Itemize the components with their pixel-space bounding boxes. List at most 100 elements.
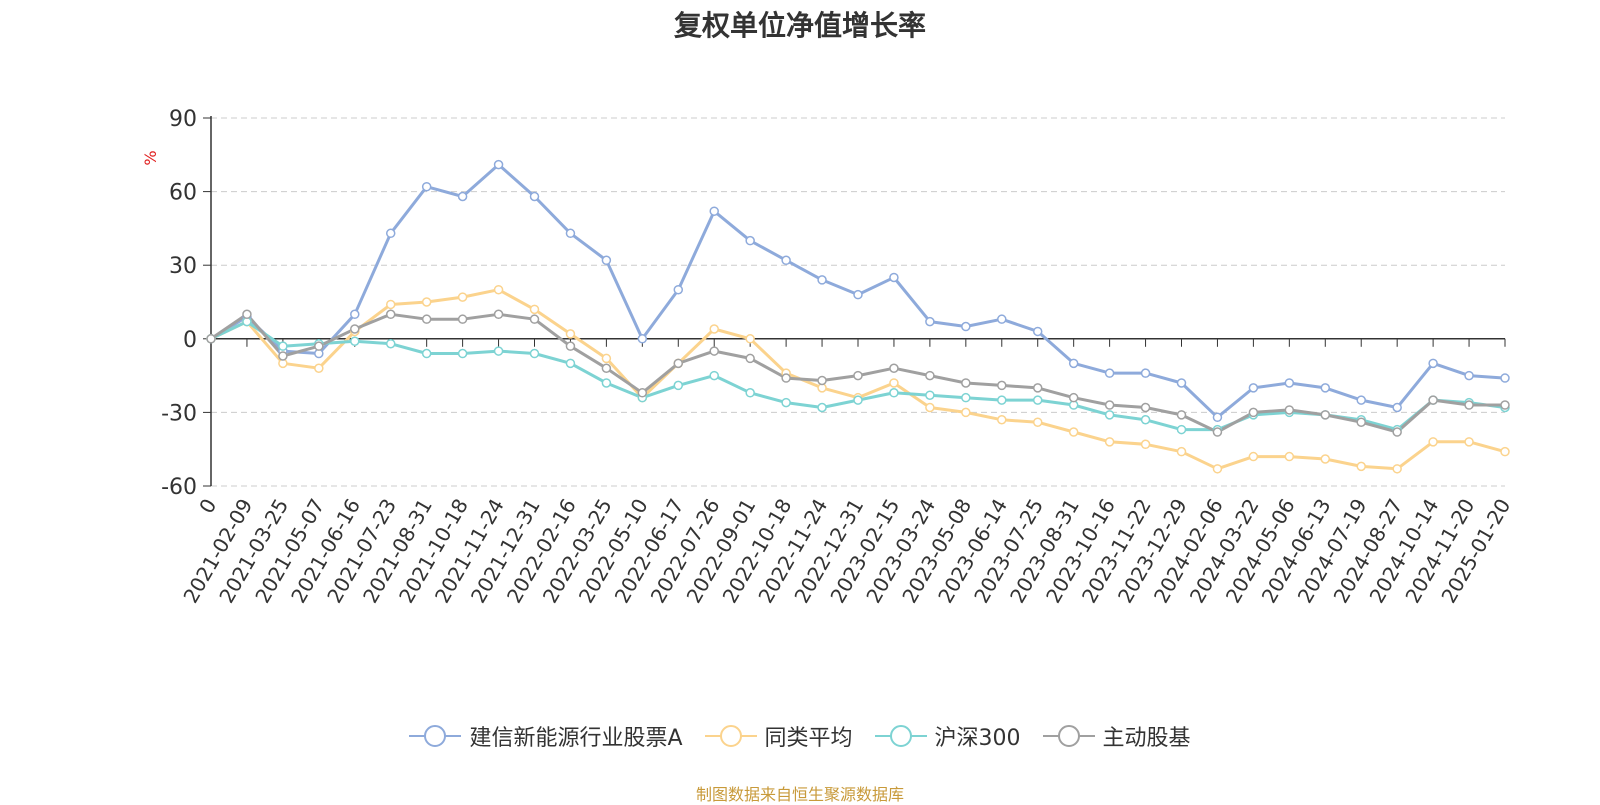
data-point (817, 275, 827, 285)
data-point (278, 351, 288, 361)
data-point (457, 348, 468, 359)
data-point (601, 378, 612, 388)
data-point (1176, 446, 1187, 457)
data-point (1392, 464, 1402, 474)
data-point (1356, 417, 1366, 427)
data-point (601, 363, 612, 373)
data-point (1032, 383, 1043, 393)
data-point (997, 415, 1007, 425)
data-point (1212, 412, 1223, 423)
data-point (1500, 400, 1510, 410)
data-point (853, 395, 863, 405)
data-point (421, 297, 432, 307)
data-point (1428, 437, 1438, 447)
data-point (745, 235, 755, 246)
data-point (601, 255, 612, 266)
data-point (457, 314, 468, 324)
data-point (601, 353, 612, 364)
data-point (1104, 400, 1115, 410)
data-point (1068, 392, 1079, 403)
data-point (385, 299, 396, 310)
data-point (529, 304, 540, 315)
data-point (781, 373, 791, 383)
data-point (1248, 407, 1259, 418)
data-point (925, 316, 935, 327)
legend-label: 同类平均 (764, 726, 853, 751)
data-point (1356, 461, 1366, 472)
data-point (709, 324, 719, 334)
data-point (961, 392, 971, 403)
data-point (997, 395, 1007, 405)
data-point (781, 255, 791, 266)
data-point (1140, 439, 1151, 450)
y-tick-label: 90 (169, 107, 197, 132)
legend-label: 主动股基 (1102, 726, 1191, 751)
data-point (817, 402, 827, 413)
y-axis-label: % (141, 150, 160, 165)
data-point (889, 363, 899, 373)
data-point (1356, 395, 1366, 405)
data-point (1104, 368, 1115, 378)
data-point (1500, 373, 1510, 383)
data-point (457, 191, 468, 202)
data-point (1428, 358, 1438, 369)
legend-item[interactable]: 同类平均 (704, 720, 853, 752)
data-point (493, 346, 504, 356)
data-point (1320, 410, 1331, 420)
data-point (1464, 370, 1474, 381)
legend-item[interactable]: 主动股基 (1042, 720, 1191, 752)
data-point (889, 272, 899, 283)
data-point (817, 375, 827, 386)
legend-item[interactable]: 建信新能源行业股票A (409, 720, 683, 752)
data-point (1140, 415, 1151, 425)
data-point (421, 181, 432, 192)
data-point (709, 346, 719, 356)
data-point (385, 228, 396, 239)
data-point (1428, 395, 1438, 405)
data-point (1500, 446, 1510, 457)
y-tick-label: -30 (161, 401, 197, 426)
data-point (1464, 400, 1474, 410)
data-point (493, 309, 504, 320)
data-point (350, 309, 360, 320)
data-point (385, 338, 396, 349)
data-point (1212, 464, 1223, 474)
data-point (997, 314, 1007, 324)
x-tick-label: 0 (194, 495, 221, 518)
legend: 建信新能源行业股票A 同类平均 沪深300 主动股基 (0, 720, 1600, 752)
legend-label: 沪深300 (934, 726, 1021, 751)
data-point (421, 314, 432, 324)
data-point (1176, 424, 1187, 435)
data-point (1392, 427, 1402, 437)
data-point (1032, 326, 1043, 337)
data-point (889, 388, 899, 398)
data-point (1320, 383, 1331, 393)
data-point (709, 206, 719, 216)
gridlines (211, 117, 1505, 487)
y-tick-label: 0 (183, 328, 197, 353)
data-point (853, 370, 863, 381)
data-point (709, 370, 719, 381)
legend-swatch-icon (409, 725, 462, 747)
data-point (1284, 405, 1295, 415)
data-point (421, 348, 432, 359)
data-point (673, 380, 684, 391)
data-point (925, 390, 935, 400)
data-point (529, 348, 540, 359)
series-markers (206, 159, 1510, 474)
data-point (997, 380, 1007, 391)
data-point (457, 292, 468, 302)
data-point (1140, 368, 1151, 378)
data-point (314, 363, 324, 373)
data-point (1392, 402, 1402, 413)
data-point (1068, 427, 1079, 437)
series-lines (210, 163, 1506, 471)
data-point (1248, 451, 1259, 462)
data-point (1032, 417, 1043, 427)
data-point (745, 353, 755, 364)
data-point (493, 159, 504, 170)
legend-item[interactable]: 沪深300 (874, 720, 1021, 752)
data-point (1284, 378, 1295, 388)
data-point (350, 336, 360, 347)
data-point (673, 284, 684, 295)
